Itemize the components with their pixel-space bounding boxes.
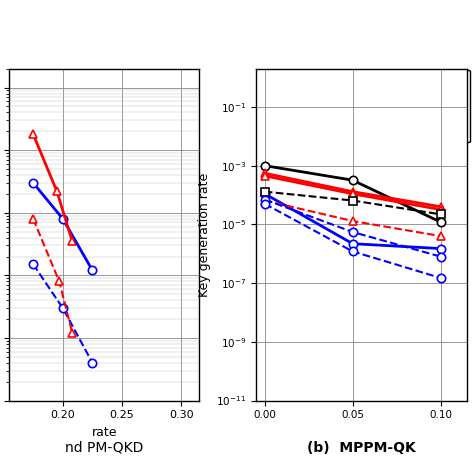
Text: (b)  MPPM-QK: (b) MPPM-QK (307, 441, 416, 455)
Y-axis label: Key generation rate: Key generation rate (198, 173, 210, 297)
X-axis label: rate: rate (91, 426, 117, 439)
Legend: PM_D=100, MPPM_D=100_L=64, MPPM_D=100_L=128, PM_D=50, MPPM_D=50_L=64, MPPM_D=50_: PM_D=100, MPPM_D=100_L=64, MPPM_D=100_L=… (350, 70, 470, 142)
Text: nd PM-QKD: nd PM-QKD (65, 441, 144, 455)
